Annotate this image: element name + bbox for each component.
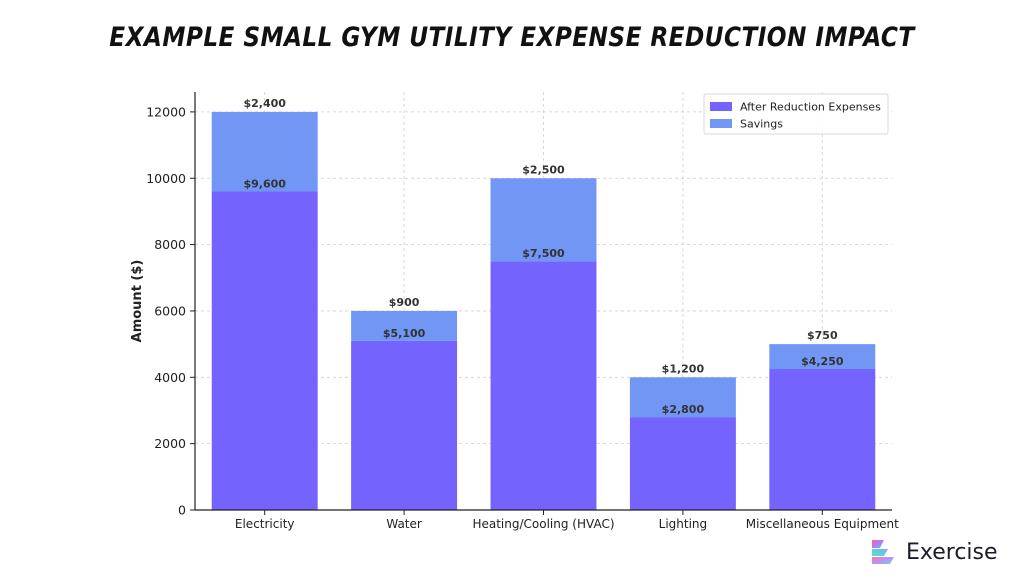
bar-after-reduction	[211, 191, 318, 510]
legend-label: Savings	[740, 118, 783, 131]
data-label-savings: $750	[807, 329, 838, 342]
y-tick-label: 10000	[146, 171, 186, 186]
bar-savings	[769, 344, 876, 370]
data-label-after-reduction: $7,500	[522, 247, 565, 260]
data-label-savings: $900	[389, 296, 420, 309]
x-tick-label: Heating/Cooling (HVAC)	[472, 517, 614, 531]
legend-label: After Reduction Expenses	[740, 101, 881, 114]
data-label-savings: $2,400	[243, 97, 286, 110]
legend-swatch	[710, 102, 732, 111]
y-tick-label: 2000	[154, 436, 186, 451]
y-axis-label: Amount ($)	[130, 260, 145, 343]
y-tick-label: 8000	[154, 237, 186, 252]
chart-title: EXAMPLE SMALL GYM UTILITY EXPENSE REDUCT…	[109, 22, 915, 53]
data-label-after-reduction: $4,250	[801, 355, 844, 368]
bar-after-reduction	[629, 417, 736, 510]
x-tick-label: Miscellaneous Equipment	[746, 517, 899, 531]
data-label-savings: $2,500	[522, 163, 565, 176]
legend-swatch	[710, 119, 732, 128]
bar-savings	[211, 111, 318, 192]
bar-after-reduction	[769, 369, 876, 510]
data-label-after-reduction: $5,100	[383, 327, 426, 340]
data-label-after-reduction: $9,600	[243, 178, 286, 191]
y-tick-label: 0	[178, 503, 186, 518]
bar-after-reduction	[351, 340, 458, 510]
x-tick-label: Lighting	[659, 517, 708, 531]
data-label-savings: $1,200	[662, 362, 705, 375]
y-tick-label: 12000	[146, 104, 186, 119]
data-label-after-reduction: $2,800	[662, 403, 705, 416]
bar-after-reduction	[490, 261, 597, 510]
brand-name: Exercise	[906, 539, 998, 565]
bar-savings	[351, 310, 458, 341]
y-tick-label: 4000	[154, 370, 186, 385]
legend-box	[703, 93, 889, 135]
x-tick-label: Water	[386, 517, 422, 531]
exercise-logo-icon	[872, 540, 894, 564]
bar-savings	[490, 178, 597, 262]
x-tick-label: Electricity	[235, 517, 295, 531]
y-tick-label: 6000	[154, 303, 186, 318]
brand-logo: Exercise	[868, 536, 998, 568]
bar-savings	[629, 377, 736, 418]
